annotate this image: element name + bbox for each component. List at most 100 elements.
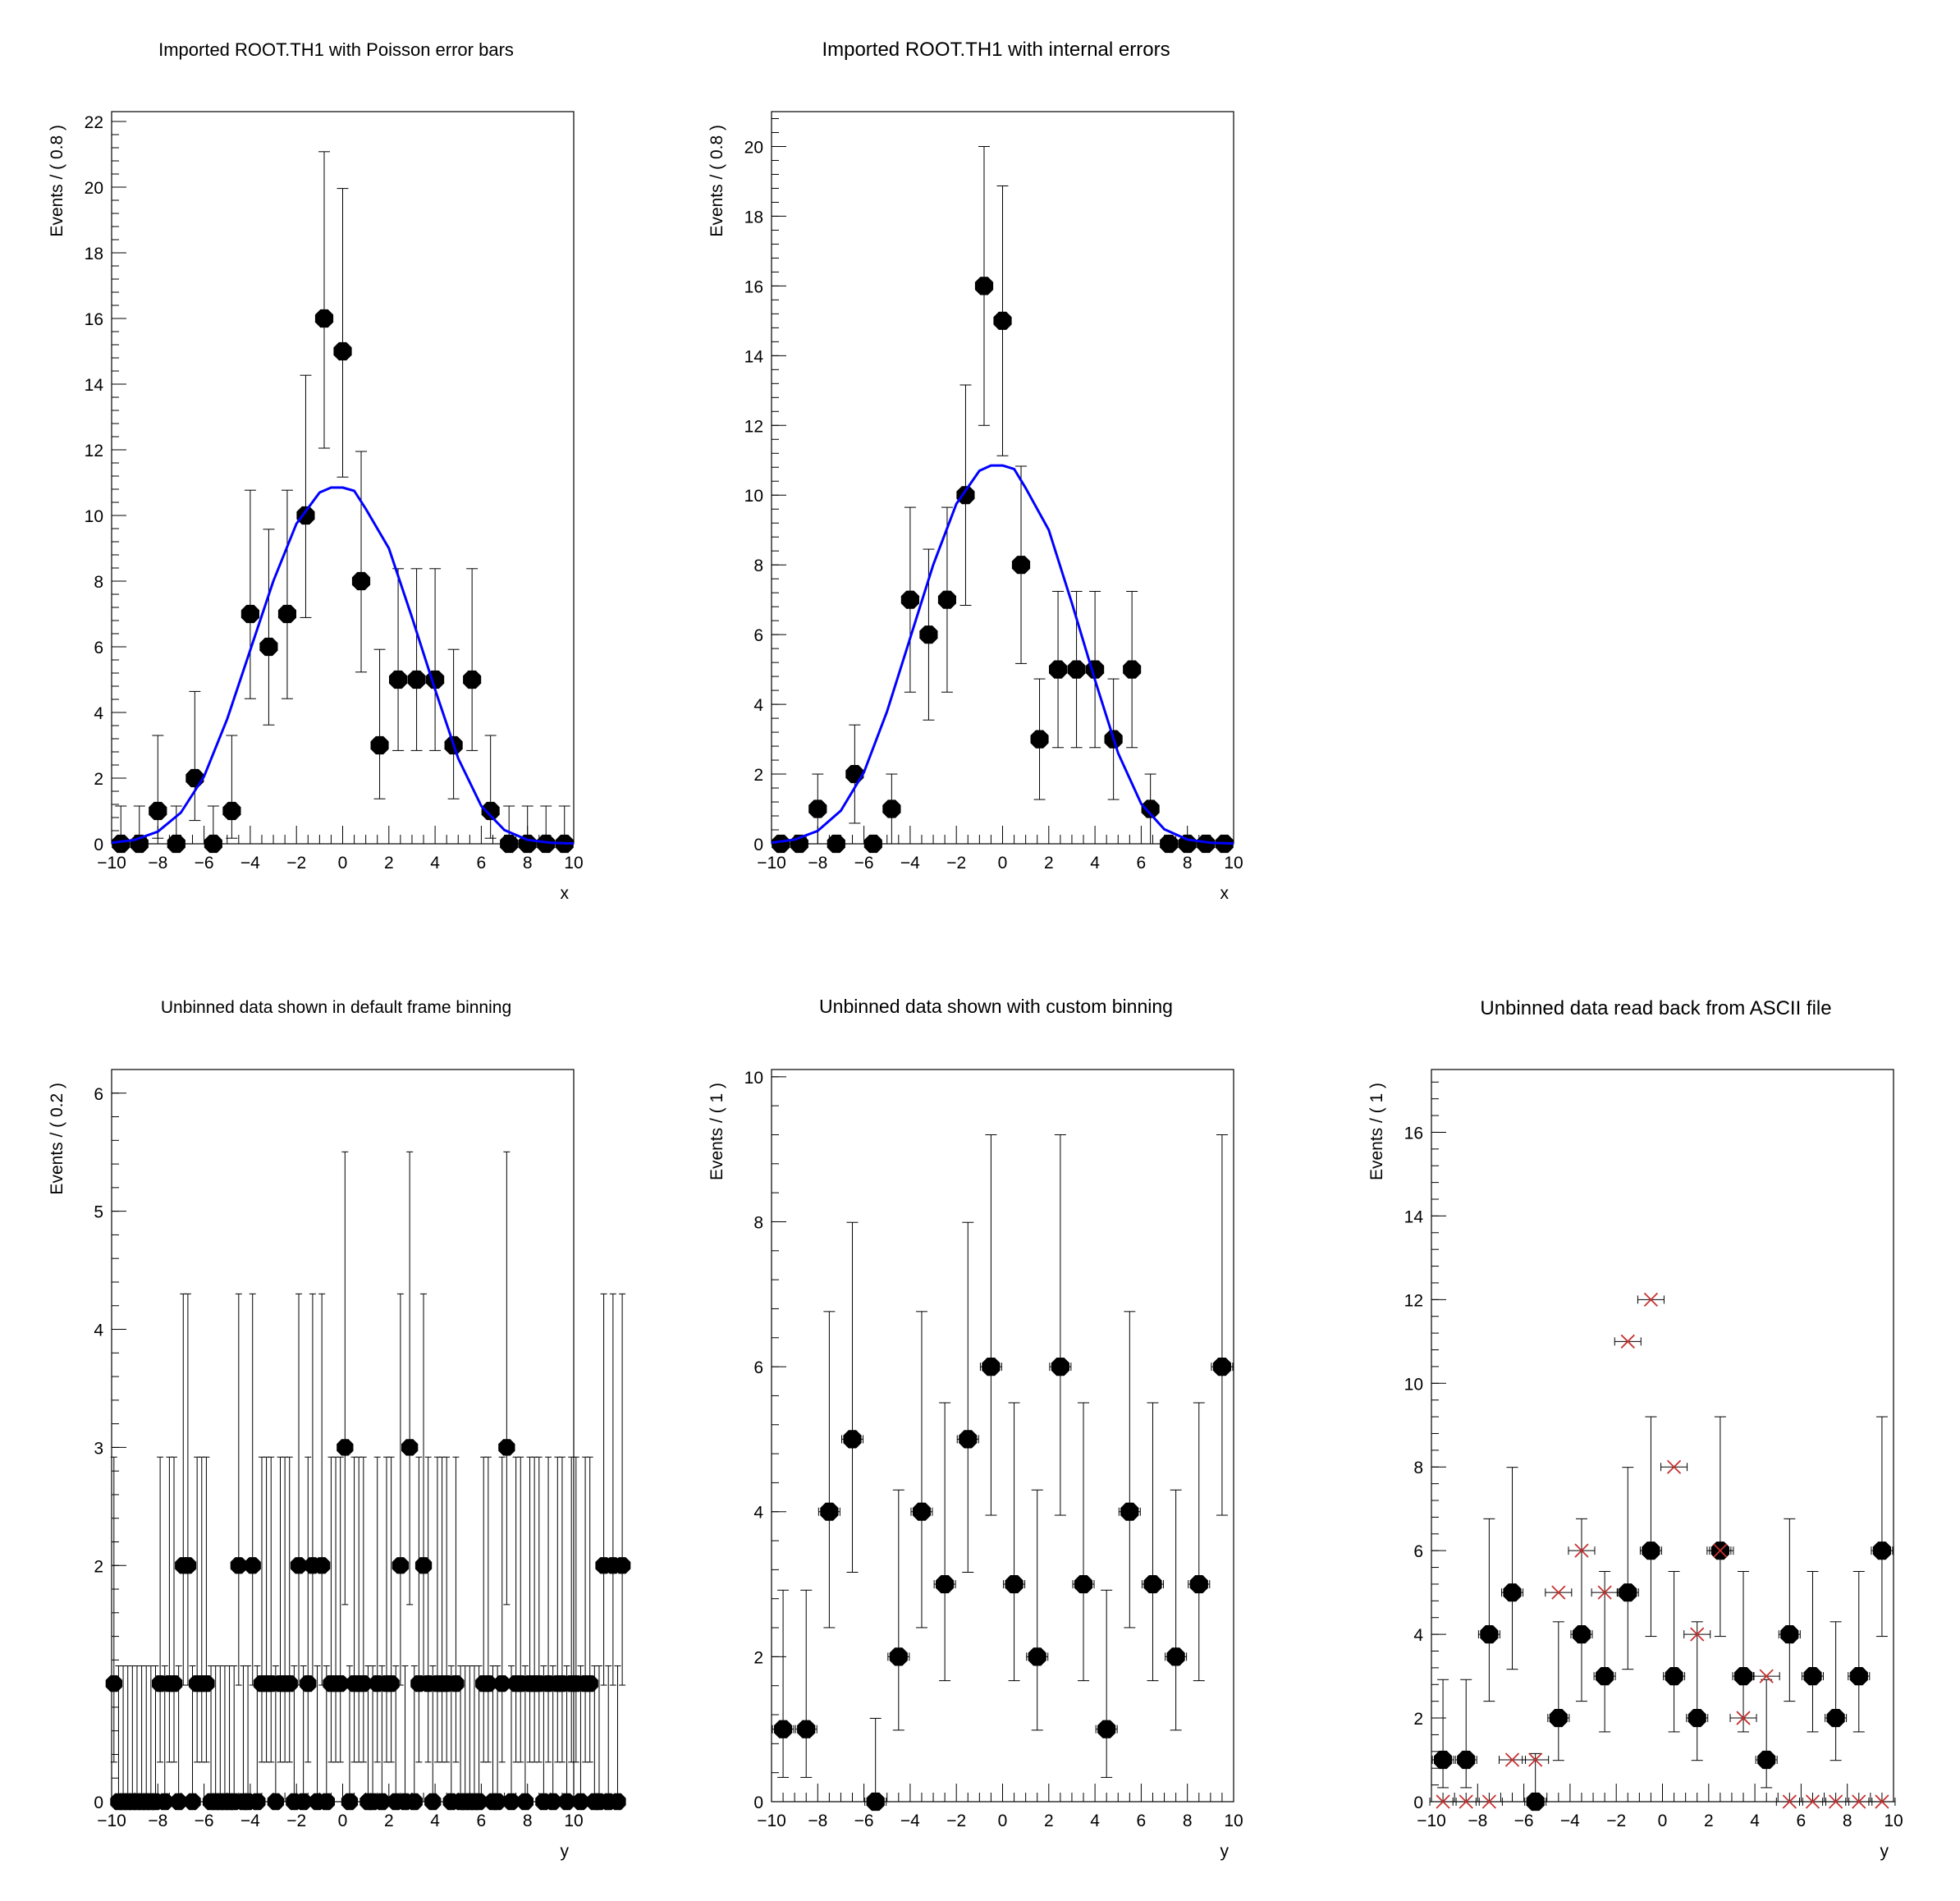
x-tick-label: 8 <box>523 854 533 873</box>
data-point <box>887 1489 910 1731</box>
data-marker <box>167 834 185 854</box>
data-marker <box>488 1793 506 1811</box>
y-axis-title: Events / ( 0.2 ) <box>48 1083 66 1195</box>
ascii-data-point <box>1591 1585 1619 1600</box>
data-point <box>882 773 901 845</box>
x-tick-label: 8 <box>523 1812 533 1830</box>
data-marker <box>1757 1750 1776 1770</box>
data-point <box>314 151 334 449</box>
chart-panel-3: Unbinned data shown in default frame bin… <box>48 998 631 1861</box>
data-marker <box>502 1793 520 1811</box>
data-marker <box>1872 1541 1891 1560</box>
data-point <box>1524 1752 1547 1812</box>
data-marker <box>407 670 426 689</box>
data-marker <box>1849 1667 1868 1686</box>
data-marker <box>1123 660 1142 679</box>
data-point <box>170 1665 187 1811</box>
x-tick-label: −8 <box>148 854 167 873</box>
data-marker <box>296 506 315 525</box>
data-marker <box>447 1675 465 1693</box>
data-point <box>1086 590 1105 749</box>
data-marker <box>204 834 222 854</box>
data-point <box>112 805 131 854</box>
data-point <box>239 1665 257 1811</box>
data-point <box>277 1456 294 1763</box>
data-point <box>993 185 1012 456</box>
data-point <box>1477 1518 1500 1702</box>
data-point <box>1871 1416 1894 1638</box>
plot-frame <box>1431 1069 1894 1803</box>
x-tick-label: 0 <box>338 854 348 873</box>
x-tick-label: 6 <box>477 1812 487 1830</box>
y-tick-label: 10 <box>744 487 763 506</box>
data-point <box>600 1665 617 1811</box>
data-point <box>193 1456 210 1763</box>
ascii-data-point <box>1452 1794 1480 1809</box>
data-point <box>1454 1679 1477 1789</box>
x-tick-label: 4 <box>1750 1812 1760 1830</box>
y-tick-label: 2 <box>1413 1710 1423 1729</box>
data-point <box>258 1456 275 1763</box>
data-point <box>530 1456 547 1763</box>
x-tick-label: −4 <box>240 854 260 873</box>
data-marker <box>1619 1583 1637 1602</box>
x-tick-label: −6 <box>854 1812 874 1830</box>
data-point <box>1686 1621 1709 1761</box>
data-marker <box>1212 1358 1231 1377</box>
data-point <box>304 1293 322 1686</box>
data-marker <box>470 1793 488 1811</box>
data-point <box>500 805 519 854</box>
data-point <box>235 1665 252 1811</box>
data-marker <box>1166 1647 1185 1666</box>
data-point <box>609 1665 626 1811</box>
x-tick-label: −10 <box>757 1812 786 1830</box>
data-point <box>337 1151 354 1606</box>
data-point <box>1211 1134 1234 1516</box>
data-marker <box>314 309 334 328</box>
data-point <box>1593 1571 1616 1733</box>
data-point <box>128 1665 146 1811</box>
data-marker <box>581 1675 598 1693</box>
data-marker <box>370 735 389 755</box>
data-point <box>369 1456 386 1763</box>
data-marker <box>337 1439 354 1456</box>
data-marker <box>318 1793 335 1811</box>
data-marker <box>774 1720 793 1738</box>
data-point <box>198 1456 215 1763</box>
x-tick-label: −4 <box>240 1812 260 1830</box>
data-point <box>1639 1416 1662 1638</box>
data-point <box>1072 1402 1095 1682</box>
data-point <box>263 1456 280 1763</box>
data-point <box>1570 1518 1593 1702</box>
x-tick-label: 0 <box>998 1812 1008 1830</box>
data-point <box>479 1456 497 1763</box>
data-point <box>910 1311 933 1628</box>
data-marker <box>1803 1667 1822 1686</box>
data-point <box>1547 1621 1570 1761</box>
data-point <box>346 1456 363 1763</box>
y-tick-label: 14 <box>1404 1207 1424 1226</box>
cross-marker <box>1597 1585 1612 1600</box>
chart-title: Unbinned data read back from ASCII file <box>1480 997 1831 1019</box>
data-marker <box>1503 1583 1522 1602</box>
data-point <box>1848 1571 1871 1733</box>
data-marker <box>1642 1541 1660 1560</box>
chart-title: Unbinned data shown in default frame bin… <box>161 998 511 1017</box>
data-marker <box>389 670 408 689</box>
data-point <box>1778 1518 1801 1702</box>
y-tick-label: 10 <box>85 507 103 526</box>
data-marker <box>572 1793 589 1811</box>
data-point <box>1165 1489 1188 1731</box>
data-point <box>300 1456 317 1763</box>
data-marker <box>1067 660 1086 679</box>
ascii-data-point <box>1568 1543 1596 1558</box>
y-tick-label: 10 <box>744 1069 763 1088</box>
x-tick-label: −8 <box>148 1812 167 1830</box>
cross-marker <box>1690 1627 1705 1642</box>
ascii-data-point <box>1752 1669 1780 1683</box>
x-tick-label: −2 <box>946 1812 966 1830</box>
data-marker <box>1480 1625 1499 1644</box>
data-marker <box>974 277 994 295</box>
data-marker <box>355 1675 372 1693</box>
ascii-data-point <box>1706 1543 1734 1558</box>
